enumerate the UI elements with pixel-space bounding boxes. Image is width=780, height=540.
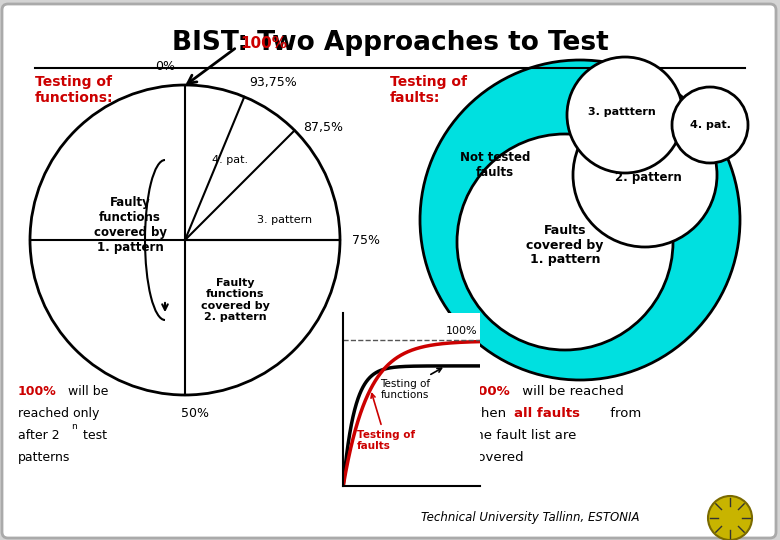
Circle shape bbox=[672, 87, 748, 163]
FancyBboxPatch shape bbox=[2, 4, 776, 538]
Text: 100%: 100% bbox=[240, 36, 287, 51]
Text: BIST: Two Approaches to Test: BIST: Two Approaches to Test bbox=[172, 30, 608, 56]
Text: when: when bbox=[470, 407, 510, 420]
Text: patterns: patterns bbox=[18, 451, 70, 464]
Text: 100%: 100% bbox=[445, 326, 477, 336]
Circle shape bbox=[457, 134, 673, 350]
Text: 75%: 75% bbox=[352, 233, 380, 246]
Text: 4. pat.: 4. pat. bbox=[690, 120, 730, 130]
Circle shape bbox=[420, 60, 740, 380]
Text: Testing of
faults: Testing of faults bbox=[356, 394, 415, 451]
Text: after 2: after 2 bbox=[18, 429, 59, 442]
Text: 0%: 0% bbox=[155, 60, 175, 73]
Text: Testing of
functions: Testing of functions bbox=[380, 368, 441, 400]
Text: 4. pat.: 4. pat. bbox=[212, 155, 248, 165]
Polygon shape bbox=[30, 85, 185, 395]
Text: 50%: 50% bbox=[181, 407, 209, 420]
Text: test: test bbox=[79, 429, 107, 442]
Text: all faults: all faults bbox=[514, 407, 580, 420]
Circle shape bbox=[708, 496, 752, 540]
Circle shape bbox=[567, 57, 683, 173]
Text: Not tested
faults: Not tested faults bbox=[460, 151, 530, 179]
Text: the fault list are: the fault list are bbox=[470, 429, 576, 442]
Text: 100%: 100% bbox=[18, 385, 57, 398]
Polygon shape bbox=[185, 85, 244, 240]
Text: Testing of
functions:: Testing of functions: bbox=[35, 75, 114, 105]
Text: 100%: 100% bbox=[470, 385, 511, 398]
Text: Technical University Tallinn, ESTONIA: Technical University Tallinn, ESTONIA bbox=[420, 511, 640, 524]
Text: 87,5%: 87,5% bbox=[303, 121, 343, 134]
Text: Testing of
faults:: Testing of faults: bbox=[390, 75, 467, 105]
Text: covered: covered bbox=[470, 451, 523, 464]
Text: n: n bbox=[71, 422, 76, 431]
Text: will be: will be bbox=[64, 385, 108, 398]
Text: Faults
covered by
1. pattern: Faults covered by 1. pattern bbox=[526, 224, 604, 267]
Text: 93,75%: 93,75% bbox=[249, 76, 296, 90]
Text: Faulty
functions
covered by
1. pattern: Faulty functions covered by 1. pattern bbox=[94, 196, 166, 254]
Text: will be reached: will be reached bbox=[518, 385, 624, 398]
Text: from: from bbox=[606, 407, 641, 420]
Polygon shape bbox=[30, 85, 340, 395]
Text: reached only: reached only bbox=[18, 407, 99, 420]
Polygon shape bbox=[185, 97, 295, 240]
Polygon shape bbox=[185, 130, 340, 240]
Text: Faulty
functions
covered by
2. pattern: Faulty functions covered by 2. pattern bbox=[200, 278, 269, 322]
Text: 3. pattern: 3. pattern bbox=[257, 215, 312, 225]
Text: 3. patttern: 3. patttern bbox=[588, 107, 656, 117]
Circle shape bbox=[573, 103, 717, 247]
Text: 2. pattern: 2. pattern bbox=[615, 172, 682, 185]
